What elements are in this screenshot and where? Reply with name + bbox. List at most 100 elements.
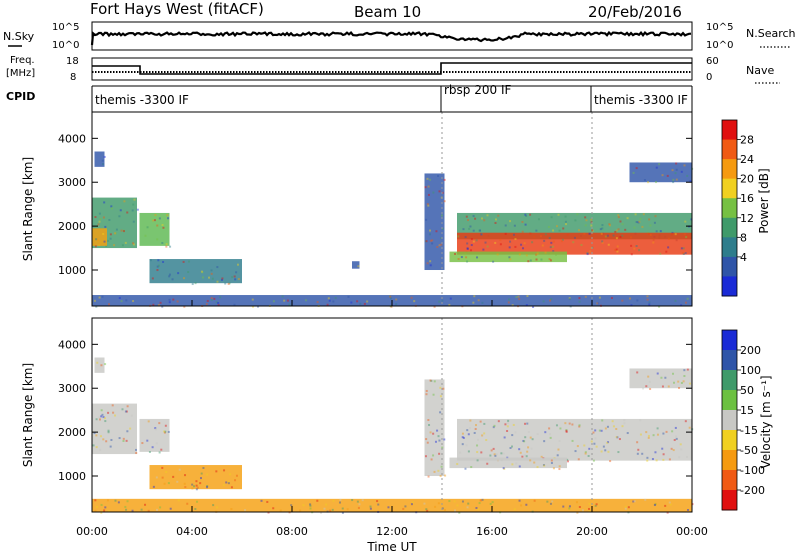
velocity-echo-speckle	[456, 463, 459, 466]
velocity-echo-speckle	[606, 441, 609, 444]
power-echo-speckle	[641, 225, 644, 228]
power-echo-speckle	[525, 304, 528, 307]
power-echo-speckle	[607, 243, 610, 246]
power-echo-speckle	[120, 229, 123, 232]
power-echo-speckle	[410, 296, 413, 299]
velocity-echo-speckle	[107, 431, 110, 434]
power-echo-speckle	[466, 247, 469, 250]
velocity-echo-speckle	[404, 505, 407, 508]
cpid-segment-2: rbsp 200 IF	[444, 83, 511, 97]
velocity-echo-speckle	[526, 450, 529, 453]
velocity-colorbar-swatch	[722, 410, 737, 431]
velocity-echo-speckle	[510, 445, 513, 448]
power-echo-speckle	[233, 275, 236, 278]
power-echo-speckle	[466, 247, 469, 250]
velocity-colorbar-tick-label: -15	[740, 424, 758, 437]
velocity-echo-speckle	[506, 430, 509, 433]
power-echo-speckle	[436, 245, 439, 248]
power-echo-speckle	[508, 246, 511, 249]
velocity-echo-speckle	[674, 426, 677, 429]
power-echo-speckle	[633, 226, 636, 229]
velocity-echo-region	[139, 418, 170, 452]
velocity-echo-speckle	[549, 433, 552, 436]
power-echo-speckle	[356, 300, 359, 303]
power-echo-speckle	[168, 275, 171, 278]
velocity-echo-speckle	[441, 507, 444, 510]
power-echo-speckle	[635, 221, 638, 224]
nsky-panel: N.Sky 10^5 10^0 10^5 10^0 N.Search	[3, 21, 796, 51]
power-echo-speckle	[426, 177, 429, 180]
velocity-echo-speckle	[646, 456, 649, 459]
velocity-echo-speckle	[458, 511, 461, 514]
power-echo-speckle	[542, 300, 545, 303]
freq-label-line1: Freq.	[10, 55, 35, 66]
velocity-echo-speckle	[577, 458, 580, 461]
velocity-echo-speckle	[309, 507, 312, 510]
velocity-echo-speckle	[103, 509, 106, 512]
velocity-echo-speckle	[636, 441, 639, 444]
velocity-echo-speckle	[125, 508, 128, 511]
power-echo-speckle	[580, 243, 583, 246]
power-echo-speckle	[132, 242, 135, 245]
power-echo-speckle	[427, 185, 430, 188]
power-echo-speckle	[125, 299, 128, 302]
velocity-echo-speckle	[456, 504, 459, 507]
velocity-echo-speckle	[661, 385, 664, 388]
power-echo-region	[139, 212, 170, 246]
power-ytick-label: 2000	[58, 220, 86, 233]
velocity-echo-speckle	[632, 500, 635, 503]
power-echo-speckle	[426, 203, 429, 206]
velocity-echo-speckle	[521, 455, 524, 458]
velocity-echo-speckle	[96, 505, 99, 508]
velocity-echo-speckle	[645, 431, 648, 434]
power-echo-speckle	[684, 252, 687, 255]
power-echo-speckle	[549, 246, 552, 249]
power-echo-speckle	[675, 162, 678, 165]
power-echo-speckle	[327, 297, 330, 300]
velocity-echo-speckle	[434, 505, 437, 508]
power-echo-speckle	[449, 297, 452, 300]
velocity-echo-speckle	[177, 499, 180, 502]
power-echo-speckle	[144, 234, 147, 237]
x-tick-label: 00:00	[76, 525, 108, 538]
power-echo-speckle	[674, 172, 677, 175]
velocity-echo-speckle	[102, 416, 105, 419]
power-echo-speckle	[684, 301, 687, 304]
velocity-echo-speckle	[595, 445, 598, 448]
velocity-echo-speckle	[678, 387, 681, 390]
power-echo-speckle	[110, 207, 113, 210]
power-echo-speckle	[541, 244, 544, 247]
velocity-echo-speckle	[151, 446, 154, 449]
power-echo-speckle	[213, 297, 216, 300]
power-echo-speckle	[221, 277, 224, 280]
power-echo-speckle	[614, 248, 617, 251]
velocity-echo-speckle	[158, 422, 161, 425]
velocity-echo-speckle	[109, 445, 112, 448]
power-echo-speckle	[426, 262, 429, 265]
power-echo-speckle	[529, 259, 532, 262]
velocity-echo-speckle	[176, 480, 179, 483]
velocity-echo-speckle	[604, 449, 607, 452]
velocity-echo-speckle	[679, 443, 682, 446]
power-echo-speckle	[94, 216, 97, 219]
velocity-echo-speckle	[475, 506, 478, 509]
x-tick-label: 16:00	[476, 525, 508, 538]
velocity-echo-speckle	[648, 380, 651, 383]
power-echo-speckle	[526, 295, 529, 298]
velocity-echo-speckle	[425, 393, 428, 396]
velocity-echo-speckle	[669, 503, 672, 506]
velocity-echo-speckle	[551, 500, 554, 503]
power-echo-speckle	[136, 208, 139, 211]
power-echo-speckle	[107, 239, 110, 242]
velocity-echo-speckle	[95, 446, 98, 449]
power-echo-speckle	[527, 260, 530, 263]
power-echo-speckle	[680, 247, 683, 250]
velocity-echo-speckle	[439, 386, 442, 389]
velocity-echo-speckle	[668, 458, 671, 461]
power-echo-speckle	[109, 233, 112, 236]
velocity-echo-speckle	[410, 503, 413, 506]
velocity-echo-speckle	[624, 505, 627, 508]
velocity-echo-speckle	[558, 439, 561, 442]
velocity-echo-speckle	[626, 432, 629, 435]
power-echo-speckle	[578, 300, 581, 303]
